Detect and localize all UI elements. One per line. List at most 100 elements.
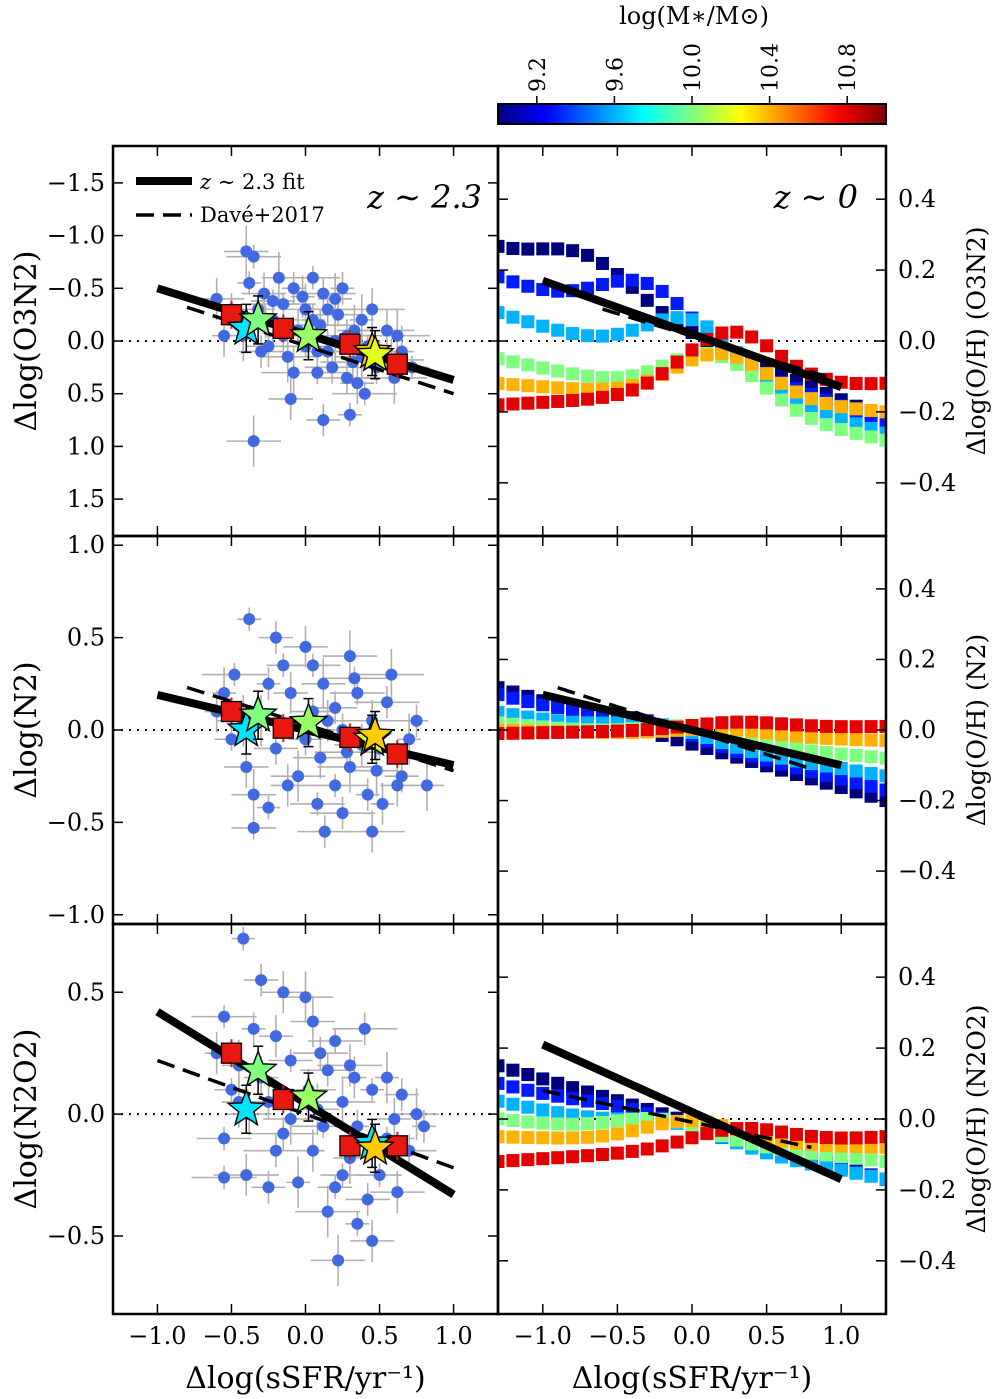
y-tick-label: −1.5 xyxy=(47,169,105,197)
binned-star xyxy=(355,333,396,372)
mass-track-square xyxy=(879,783,886,797)
binned-star xyxy=(355,1127,396,1166)
mass-track-square xyxy=(498,352,505,366)
mass-track-square xyxy=(536,1152,550,1166)
mass-track-square xyxy=(879,416,886,430)
mass-track-square xyxy=(864,789,878,803)
binned-star xyxy=(238,1049,279,1088)
mass-track-square xyxy=(551,725,565,739)
galaxy-point xyxy=(311,345,324,358)
galaxy-point xyxy=(311,366,324,379)
galaxy-point xyxy=(340,371,353,384)
y-tick-label: 0.0 xyxy=(67,327,105,355)
mass-track-square xyxy=(640,723,654,737)
mass-track-square xyxy=(566,382,580,396)
y-tick-label: −0.2 xyxy=(898,398,956,426)
mass-track-square xyxy=(498,1076,505,1090)
galaxy-point xyxy=(247,1022,260,1035)
mass-track-square xyxy=(506,1063,520,1077)
mass-track-square xyxy=(536,395,550,409)
mass-track-square xyxy=(498,306,505,320)
mass-track-square xyxy=(521,242,535,256)
panel-top-right: −0.4 −0.2 0.0 0.2 0.4 Δlog(O/H) (O3N2) z ∼ 0 xyxy=(496,144,991,538)
galaxy-point xyxy=(410,714,423,727)
mass-track-square xyxy=(566,393,580,407)
mass-track-square xyxy=(610,1146,624,1160)
galaxy-point xyxy=(269,631,282,644)
mass-track-square xyxy=(595,1148,609,1162)
mass-track-square xyxy=(506,726,520,740)
galaxy-point xyxy=(385,668,398,681)
mass-track-square xyxy=(819,407,833,421)
y-ticks: −1.0 −0.5 0.0 0.5 1.0 xyxy=(47,531,498,929)
y-tick-label: 0.0 xyxy=(67,1100,105,1128)
panel-title: z ∼ 0 xyxy=(773,178,858,216)
galaxy-point xyxy=(329,292,342,305)
galaxy-point xyxy=(348,324,361,337)
mass-track-square xyxy=(506,1114,520,1128)
y-tick-label: −0.4 xyxy=(898,1247,956,1275)
mass-track-square xyxy=(655,367,669,381)
mass-track-square xyxy=(640,1142,654,1156)
mass-track-square xyxy=(581,1094,595,1108)
mass-track-square xyxy=(595,390,609,404)
mass-track-square xyxy=(700,717,714,731)
y-tick-label: 0.5 xyxy=(67,978,105,1006)
mass-track-square xyxy=(879,426,886,440)
binned-stars xyxy=(226,1045,396,1173)
galaxy-point xyxy=(314,751,327,764)
y-ticks: −0.4 −0.2 0.0 0.2 0.4 xyxy=(498,575,956,885)
binned-square xyxy=(272,317,294,340)
mass-track-square xyxy=(536,1131,550,1145)
galaxy-point xyxy=(395,1088,408,1101)
galaxy-point xyxy=(218,1010,231,1023)
mass-track-square xyxy=(536,1116,550,1130)
mass-track-square xyxy=(819,396,833,410)
mass-track-square xyxy=(595,329,609,343)
galaxy-point xyxy=(317,287,330,300)
mass-track-square xyxy=(819,731,833,745)
y-tick-label: 1.0 xyxy=(67,432,105,460)
mass-track-square xyxy=(498,239,505,253)
galaxy-point xyxy=(228,668,241,681)
mass-track-square xyxy=(804,392,818,406)
y-tick-label: 0.2 xyxy=(898,645,936,673)
mass-track-square xyxy=(849,748,863,762)
mass-track-square xyxy=(551,323,565,337)
x-ticks: −1.0 −0.5 0.0 0.5 1.0 xyxy=(514,924,860,1350)
colorbar-tick-label: 9.6 xyxy=(603,57,628,92)
x-tick-label: 0.5 xyxy=(748,1322,786,1350)
galaxy-point xyxy=(296,290,309,303)
y-tick-label: 0.0 xyxy=(898,327,936,355)
galaxy-point xyxy=(329,701,342,714)
mass-track-square xyxy=(849,1166,863,1180)
mass-track-square xyxy=(536,726,550,740)
y-axis-label: Δlog(O3N2) xyxy=(9,251,44,432)
galaxy-point xyxy=(306,659,319,672)
galaxy-point xyxy=(255,974,268,987)
galaxy-point xyxy=(329,779,342,792)
binned-square xyxy=(386,1135,408,1157)
mass-track-square xyxy=(610,1099,624,1113)
mass-track-square xyxy=(849,776,863,790)
y-tick-label: 0.0 xyxy=(898,716,936,744)
galaxy-point xyxy=(321,1205,334,1218)
mass-track-square xyxy=(506,397,520,411)
galaxy-point xyxy=(277,1127,290,1140)
x-tick-label: 0.5 xyxy=(360,1322,398,1350)
mass-track-square xyxy=(864,1130,878,1144)
dave-2017-line xyxy=(186,305,455,396)
mass-track-square xyxy=(789,403,803,417)
binned-square xyxy=(339,333,361,355)
binned-stars xyxy=(226,295,396,380)
galaxy-point xyxy=(410,1108,423,1121)
galaxy-point xyxy=(366,1234,379,1247)
galaxy-point xyxy=(306,1144,319,1157)
galaxy-point xyxy=(358,1022,371,1035)
mass-track-square xyxy=(551,701,565,715)
panel-plot-area xyxy=(113,607,498,853)
mass-track-square xyxy=(551,364,565,378)
mass-track-square xyxy=(864,733,878,747)
mass-track-square xyxy=(804,730,818,744)
